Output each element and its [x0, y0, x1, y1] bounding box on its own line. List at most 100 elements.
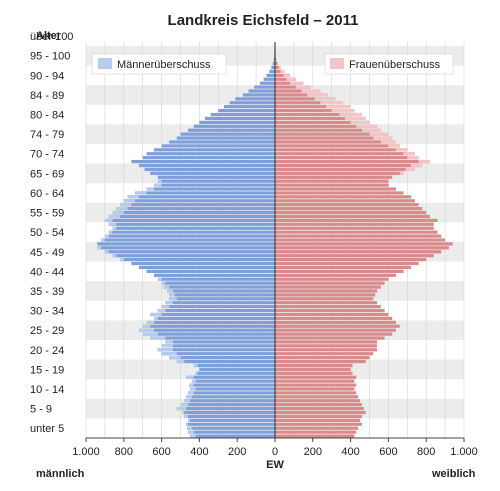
bar-men-surplus-22: [157, 348, 173, 352]
legend: Männerüberschuss Frauenüberschuss: [91, 53, 454, 75]
bar-male-12: [189, 387, 275, 391]
bar-female-43: [275, 265, 412, 270]
bar-women-surplus-69: [411, 163, 423, 168]
bar-men-surplus-62: [135, 191, 147, 195]
bar-male-3: [186, 422, 275, 426]
bar-male-69: [138, 163, 275, 168]
bar-female-73: [275, 148, 408, 152]
age-tick-label: 45 - 49: [30, 247, 64, 259]
bar-male-94: [271, 65, 275, 70]
bar-female-90: [275, 81, 304, 85]
age-tick-label: 95 - 100: [30, 51, 70, 63]
bar-men-surplus-20: [169, 356, 181, 360]
bar-male-84: [223, 105, 275, 109]
bar-female-30: [275, 316, 393, 321]
bar-series: [97, 46, 453, 438]
bar-male-62: [135, 191, 275, 195]
bar-women-surplus-78: [361, 128, 381, 132]
bar-male-75: [169, 140, 275, 144]
bar-female-35: [275, 297, 374, 301]
age-tick-label: 20 - 24: [30, 345, 64, 357]
x-tick-label: 800: [115, 446, 133, 458]
age-tick-label: 70 - 74: [30, 149, 64, 161]
bar-male-17: [199, 367, 275, 371]
bar-female-78: [275, 128, 381, 132]
bar-female-33: [275, 305, 381, 309]
x-tick-label: 0: [272, 446, 278, 458]
bar-female-45: [275, 257, 427, 262]
bar-female-13: [275, 383, 357, 387]
bar-male-85: [229, 101, 275, 105]
bar-female-38: [275, 285, 381, 289]
bar-women-surplus-89: [295, 85, 311, 89]
bar-male-28: [142, 324, 275, 328]
bar-female-15: [275, 375, 357, 379]
legend-swatch-men: [98, 58, 112, 69]
bar-female-94: [275, 65, 281, 70]
bar-men-surplus-11: [188, 391, 194, 395]
bar-female-66: [275, 175, 393, 179]
age-tick-label: 65 - 69: [30, 168, 64, 180]
bar-female-37: [275, 289, 378, 293]
bar-female-69: [275, 163, 423, 168]
bar-female-64: [275, 183, 389, 187]
x-tick-label: 600: [379, 446, 397, 458]
bar-male-39: [161, 281, 275, 285]
bar-female-17: [275, 367, 351, 371]
bar-male-5: [184, 414, 275, 419]
bar-men-surplus-30: [154, 316, 158, 321]
bar-women-surplus-74: [388, 144, 400, 148]
bar-women-surplus-90: [290, 81, 304, 85]
bar-men-surplus-23: [161, 344, 173, 348]
bar-male-23: [161, 344, 275, 348]
age-tick-label: unter 5: [30, 423, 64, 435]
x-tick-label: 800: [417, 446, 435, 458]
bar-male-8: [180, 403, 275, 407]
bar-men-surplus-13: [189, 383, 194, 387]
bar-men-surplus-57: [112, 210, 124, 215]
bar-men-surplus-7: [176, 406, 187, 411]
bar-men-surplus-15: [186, 375, 194, 379]
bar-male-87: [242, 93, 275, 97]
bar-male-40: [157, 277, 275, 281]
bar-female-46: [275, 254, 434, 258]
bar-male-1: [188, 430, 275, 434]
bar-male-16: [195, 371, 275, 375]
bar-women-surplus-80: [350, 120, 370, 124]
bar-men-surplus-34: [165, 301, 173, 305]
bar-male-13: [189, 383, 275, 387]
bar-male-74: [161, 144, 275, 148]
bar-female-72: [275, 152, 415, 156]
bar-women-surplus-67: [399, 171, 404, 175]
axes: 1.000 800 600 400 200 0 200 400 600 800 1.000 unter…: [30, 31, 478, 458]
bar-male-77: [180, 132, 275, 136]
bar-male-73: [154, 148, 275, 152]
bar-men-surplus-4: [188, 418, 190, 422]
bar-male-91: [263, 77, 275, 81]
bar-female-21: [275, 352, 374, 356]
bar-female-28: [275, 324, 400, 328]
bar-male-93: [269, 69, 275, 74]
bar-men-surplus-53: [112, 226, 117, 230]
bar-female-5: [275, 414, 362, 419]
bar-male-4: [188, 418, 275, 422]
bar-male-81: [205, 116, 275, 121]
bar-men-surplus-55: [104, 218, 113, 223]
bar-female-14: [275, 379, 355, 383]
bar-male-76: [176, 136, 275, 140]
bar-male-57: [112, 210, 276, 215]
bar-women-surplus-85: [320, 101, 344, 105]
bar-male-86: [235, 97, 275, 101]
bar-female-16: [275, 371, 353, 375]
bar-male-42: [146, 269, 275, 273]
bar-male-46: [112, 254, 276, 258]
bar-female-54: [275, 222, 434, 226]
bar-female-48: [275, 246, 449, 250]
bar-men-surplus-19: [176, 359, 185, 364]
bar-female-89: [275, 85, 311, 89]
bar-male-89: [254, 85, 275, 89]
bar-male-31: [150, 312, 275, 317]
bar-male-70: [131, 159, 275, 164]
bar-male-15: [186, 375, 275, 379]
bar-women-surplus-94: [278, 65, 281, 70]
